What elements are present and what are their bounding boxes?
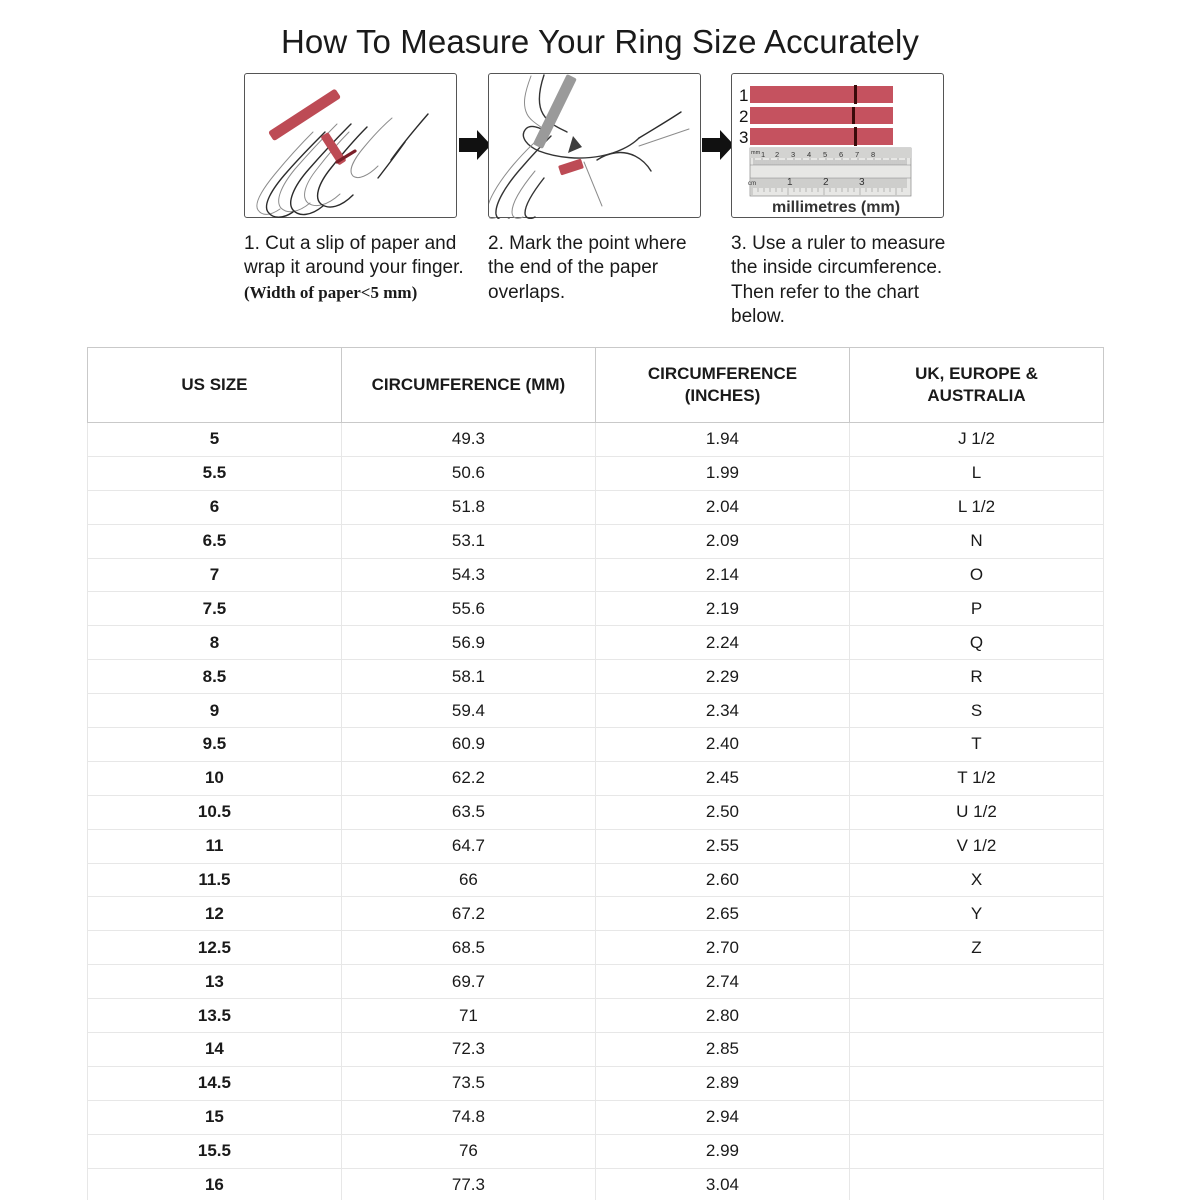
svg-text:7: 7 xyxy=(855,150,859,159)
svg-text:1: 1 xyxy=(787,177,793,188)
svg-text:3: 3 xyxy=(791,150,795,159)
svg-text:mm: mm xyxy=(751,150,761,156)
svg-text:millimetres (mm): millimetres (mm) xyxy=(772,199,900,216)
svg-text:5: 5 xyxy=(823,150,827,159)
svg-text:3: 3 xyxy=(859,177,865,188)
svg-text:2: 2 xyxy=(775,150,779,159)
svg-text:1: 1 xyxy=(761,150,765,159)
svg-text:6: 6 xyxy=(839,150,843,159)
svg-text:2: 2 xyxy=(823,177,829,188)
svg-text:1: 1 xyxy=(739,86,748,105)
svg-text:cm: cm xyxy=(748,181,756,187)
svg-text:8: 8 xyxy=(871,150,875,159)
svg-text:3: 3 xyxy=(739,128,748,147)
svg-text:2: 2 xyxy=(739,107,748,126)
svg-text:4: 4 xyxy=(807,150,811,159)
